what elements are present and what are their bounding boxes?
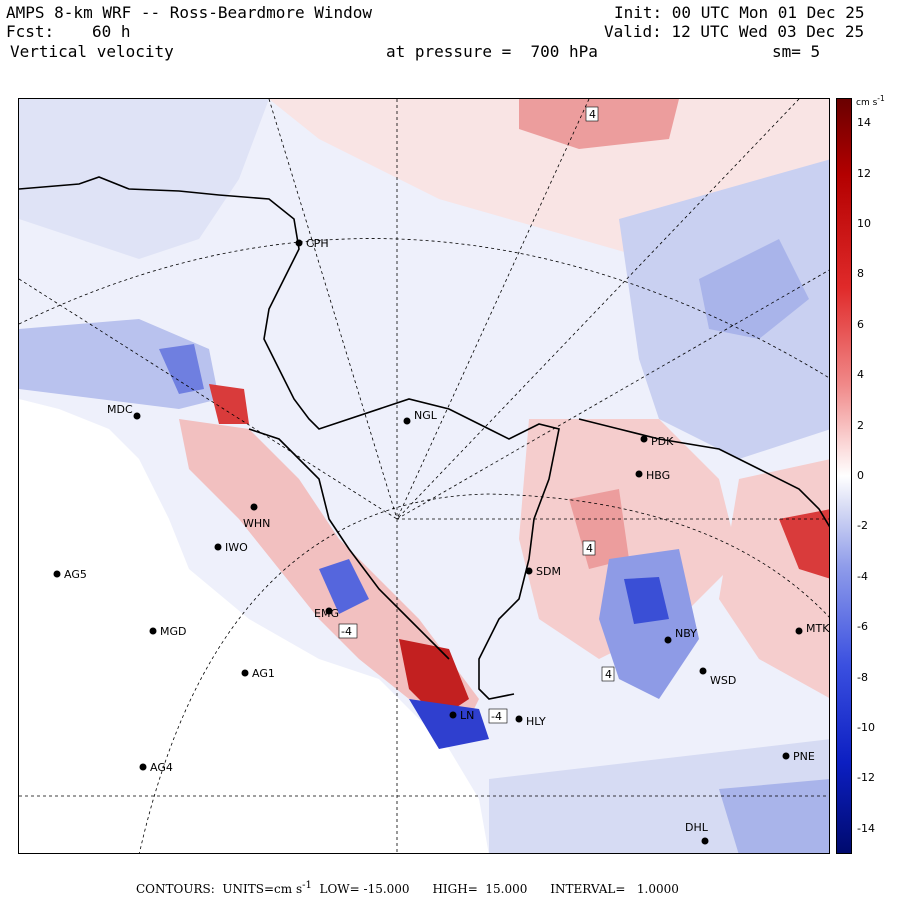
contour-label: -4 xyxy=(491,710,502,723)
positive-region-north-strong xyxy=(519,99,679,149)
station-wsd: WSD xyxy=(699,667,736,687)
station-dhl: DHL xyxy=(685,821,709,845)
colorbar-tick-label: 10 xyxy=(857,217,871,230)
contour-labels: 4 4 4 -4 -4 xyxy=(338,106,615,724)
svg-text:IWO: IWO xyxy=(225,541,248,554)
colorbar-tick-label: -10 xyxy=(857,721,875,734)
contour-info: CONTOURS: UNITS=cm s-1 LOW= -15.000 HIGH… xyxy=(136,880,679,896)
station-ag1: AG1 xyxy=(241,667,275,680)
colorbar-tick-label: 8 xyxy=(857,267,864,281)
valid-time: Valid: 12 UTC Wed 03 Dec 25 xyxy=(604,22,865,41)
graticule xyxy=(19,99,829,853)
init-time: Init: 00 UTC Mon 01 Dec 25 xyxy=(614,3,865,22)
svg-text:WHN: WHN xyxy=(243,517,270,530)
contour-label: 4 xyxy=(586,542,593,555)
negative-region-east-mid xyxy=(699,239,809,339)
svg-text:AG5: AG5 xyxy=(64,568,87,581)
contour-label: 4 xyxy=(589,108,596,121)
pressure-level: at pressure = 700 hPa xyxy=(386,42,598,61)
svg-text:WSD: WSD xyxy=(710,674,736,687)
station-mgd: MGD xyxy=(149,625,187,638)
station-ag4: AG4 xyxy=(139,761,173,774)
station-pdk: PDK xyxy=(640,435,674,448)
svg-text:DHL: DHL xyxy=(685,821,709,834)
colorbar-tick-label: 14 xyxy=(857,116,871,130)
forecast-hour: 60 h xyxy=(92,22,131,41)
svg-text:AG4: AG4 xyxy=(150,761,173,774)
svg-text:HBG: HBG xyxy=(646,469,670,482)
svg-text:LN: LN xyxy=(460,709,474,722)
station-cph: CPH xyxy=(295,237,329,250)
station-ln: LN xyxy=(449,709,474,722)
colorbar-tick-label: -14 xyxy=(857,821,875,835)
colorbar-tick-label: 0 xyxy=(857,469,864,482)
stations: CPH MDC NGL PDK HBG WHN IWO AG5 SDM MGD … xyxy=(53,237,830,845)
svg-text:HLY: HLY xyxy=(526,715,546,728)
station-ngl: NGL xyxy=(403,409,438,425)
station-emg: EMG xyxy=(314,607,339,620)
station-mtk: MTK xyxy=(795,622,830,635)
negative-region-northwest xyxy=(19,99,269,259)
svg-text:PDK: PDK xyxy=(651,435,674,448)
station-whn: WHN xyxy=(243,503,270,530)
colorbar-tick-label: 6 xyxy=(857,317,864,331)
svg-text:MTK: MTK xyxy=(806,622,830,635)
station-hly: HLY xyxy=(515,715,546,728)
svg-text:SDM: SDM xyxy=(536,565,561,578)
station-iwo: IWO xyxy=(214,541,248,554)
svg-text:PNE: PNE xyxy=(793,750,815,763)
colorbar-tick-label: 2 xyxy=(857,418,864,432)
colorbar-tick-label: -6 xyxy=(857,620,868,634)
colorbar-unit: cm s-1 xyxy=(856,94,885,108)
svg-text:NBY: NBY xyxy=(675,627,697,640)
svg-text:NGL: NGL xyxy=(414,409,438,422)
vertical-velocity-map: 4 4 4 -4 -4 CPH MDC NGL PDK HBG WHN IWO … xyxy=(19,99,830,853)
plot-title: AMPS 8-km WRF -- Ross-Beardmore Window xyxy=(6,3,373,22)
colorbar xyxy=(836,98,852,854)
station-hbg: HBG xyxy=(635,469,670,482)
ice-shelf-region xyxy=(19,399,489,853)
svg-text:MDC: MDC xyxy=(107,403,133,416)
svg-text:EMG: EMG xyxy=(314,607,339,620)
station-nby: NBY xyxy=(664,627,697,644)
colorbar-tick-label: -2 xyxy=(857,519,868,533)
svg-text:AG1: AG1 xyxy=(252,667,275,680)
colorbar-tick-label: -12 xyxy=(857,771,875,785)
contour-label: -4 xyxy=(341,625,352,638)
station-sdm: SDM xyxy=(525,565,561,578)
station-mdc: MDC xyxy=(107,403,141,420)
colorbar-tick-label: -8 xyxy=(857,670,868,684)
negative-region-center xyxy=(599,549,699,699)
svg-text:MGD: MGD xyxy=(160,625,187,638)
colorbar-tick-label: -4 xyxy=(857,569,868,583)
colorbar-tick-label: 12 xyxy=(857,166,871,180)
coastline xyxy=(19,176,829,700)
contour-label: 4 xyxy=(605,668,612,681)
colorbar-tick-label: 4 xyxy=(857,368,864,382)
negative-region-west xyxy=(19,319,219,409)
station-pne: PNE xyxy=(782,750,815,763)
map-panel[interactable]: 4 4 4 -4 -4 CPH MDC NGL PDK HBG WHN IWO … xyxy=(18,98,830,854)
forecast-label: Fcst: xyxy=(6,22,55,41)
svg-text:CPH: CPH xyxy=(306,237,329,250)
field-name: Vertical velocity xyxy=(10,42,174,61)
smoothing-label: sm= 5 xyxy=(772,42,821,61)
station-ag5: AG5 xyxy=(53,568,87,581)
